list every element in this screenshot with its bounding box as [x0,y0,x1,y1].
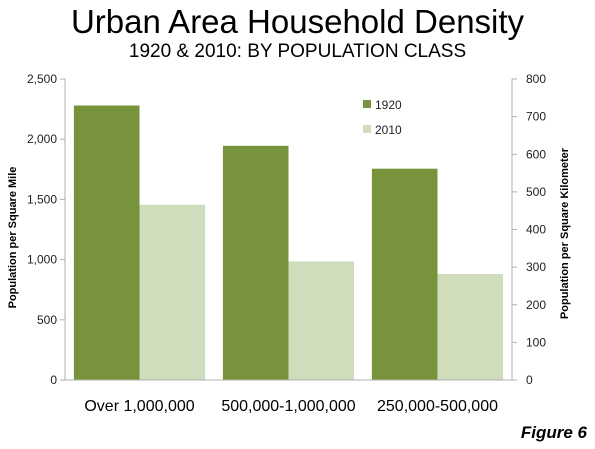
left-ticks-group: 0 500 1,000 1,500 2,000 2,500 [27,72,65,387]
category-label: Over 1,000,000 [84,398,194,415]
y2-tick-label: 500 [526,185,546,199]
y2-tick-label: 300 [526,260,546,274]
figure-label: Figure 6 [520,423,587,442]
y-axis-title: Population per Square Mile [7,167,19,309]
right-ticks-group: 0 100 200 300 400 500 600 700 800 [512,72,546,387]
category-label: 250,000-500,000 [377,398,498,415]
chart-title: Urban Area Household Density [70,3,525,40]
y-tick-label: 2,500 [27,72,57,86]
bar-2010-1 [288,261,355,380]
bar-1920-2 [371,168,438,380]
legend-label: 1920 [375,98,402,112]
y2-tick-label: 200 [526,298,546,312]
y-tick-label: 2,000 [27,132,57,146]
bar-2010-2 [437,274,504,380]
y2-axis-title: Population per Square Kilometer [559,147,571,319]
bar-1920-0 [73,105,140,380]
y-tick-label: 500 [37,313,57,327]
bar-2010-0 [139,204,206,380]
legend: 1920 2010 [363,98,402,137]
y-tick-label: 1,500 [27,192,57,206]
category-labels-group: Over 1,000,000 500,000-1,000,000 250,000-5… [84,398,498,415]
legend-swatch-2010 [363,125,371,133]
bar-1920-1 [222,145,289,380]
y-tick-label: 1,000 [27,253,57,267]
y2-tick-label: 600 [526,147,546,161]
chart-subtitle: 1920 & 2010: BY POPULATION CLASS [128,41,467,62]
y-tick-label: 0 [50,373,57,387]
y2-tick-label: 400 [526,223,546,237]
y2-tick-label: 100 [526,335,546,349]
y2-tick-label: 800 [526,72,546,86]
legend-swatch-1920 [363,100,371,108]
y2-tick-label: 0 [526,373,533,387]
y2-tick-label: 700 [526,110,546,124]
legend-label: 2010 [375,123,402,137]
bars-group [73,105,504,380]
category-label: 500,000-1,000,000 [221,398,355,415]
